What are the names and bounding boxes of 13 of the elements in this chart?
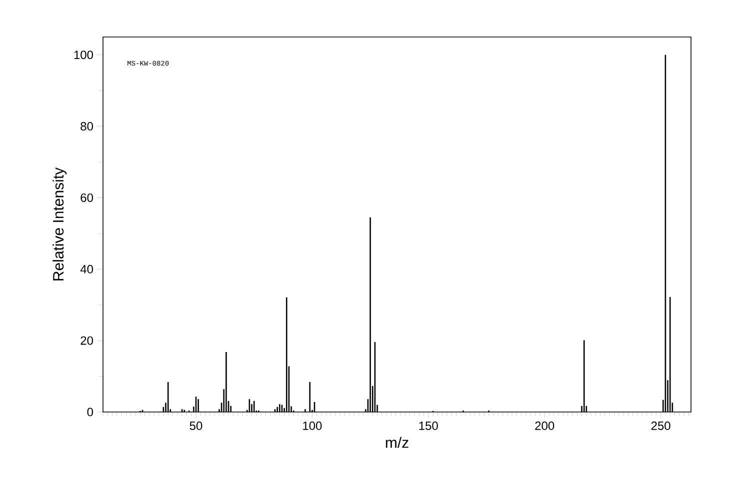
- x-tick-label: 150: [419, 422, 438, 430]
- x-tick-label: 50: [190, 422, 202, 430]
- y-tick-label: 40: [80, 264, 94, 274]
- y-tick-label: 60: [80, 193, 94, 202]
- x-tick-label: 200: [535, 422, 554, 430]
- y-tick-label: 100: [74, 50, 94, 60]
- y-tick-label: 0: [87, 408, 94, 416]
- x-tick-label: 100: [303, 422, 322, 430]
- y-tick-label: 80: [80, 122, 94, 131]
- x-tick-label: 250: [651, 422, 670, 430]
- x-axis-title: m/z: [386, 436, 408, 448]
- y-tick-label: 20: [80, 336, 94, 345]
- y-axis-title: Relative Intensity: [52, 167, 67, 280]
